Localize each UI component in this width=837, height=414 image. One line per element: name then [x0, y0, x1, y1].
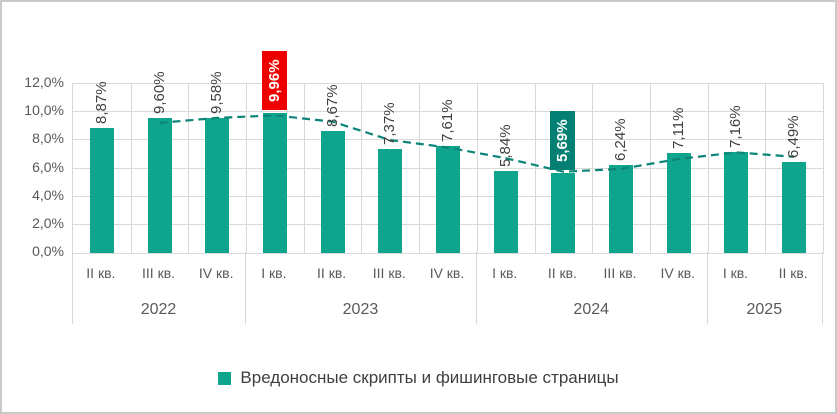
x-axis-year-label: 2023 — [342, 301, 379, 318]
data-label: 7,11% — [669, 107, 687, 149]
x-axis-year-label: 2024 — [573, 301, 610, 318]
x-axis-quarter-label: IV кв. — [660, 265, 696, 281]
x-axis-quarter-label: I кв. — [492, 265, 518, 281]
year-group-separator — [822, 252, 823, 324]
y-axis-tick-label: 12,0% — [24, 74, 64, 90]
bar — [493, 170, 518, 253]
x-axis-quarter-label: II кв. — [778, 265, 808, 281]
data-label: 9,58% — [208, 71, 226, 115]
plot-area: 8,87% 9,60% 9,58% 9,96% 8,67% 7,37% 7,61% 5,84%… — [72, 51, 824, 254]
y-axis-tick-label: 8,0% — [32, 130, 64, 147]
x-axis-quarter-label: III кв. — [603, 265, 637, 281]
gridline-horizontal — [73, 111, 823, 113]
y-axis-tick-label: 10,0% — [24, 102, 64, 119]
gridline-vertical — [361, 84, 363, 253]
year-group-separator — [72, 252, 73, 324]
data-label: 9,96% — [261, 51, 287, 110]
x-axis-quarter-label: III кв. — [372, 265, 406, 281]
y-axis-tick-label: 4,0% — [32, 186, 64, 203]
gridline-vertical — [765, 84, 767, 253]
legend: Вредоносные скрипты и фишинговые страниц… — [2, 368, 835, 388]
bar — [205, 118, 230, 253]
year-group-separator — [475, 252, 477, 324]
x-axis-quarter-label: I кв. — [261, 265, 287, 281]
data-label: 7,61% — [439, 99, 456, 142]
gridline-vertical — [188, 84, 190, 253]
x-axis-quarter-label: II кв. — [86, 265, 116, 281]
bar — [782, 161, 807, 253]
x-axis-quarter-label: IV кв. — [429, 265, 465, 281]
gridline-vertical — [707, 84, 709, 253]
data-label: 7,37% — [381, 102, 399, 146]
gridline-vertical — [246, 84, 248, 253]
x-axis-year-label: 2022 — [140, 301, 177, 318]
gridline-vertical — [592, 84, 594, 253]
gridline-vertical — [130, 84, 132, 253]
bar — [609, 165, 634, 253]
data-label: 7,16% — [727, 105, 745, 149]
x-axis-quarter-label: I кв. — [722, 265, 749, 281]
gridline-vertical — [303, 84, 305, 253]
gridline-vertical — [476, 84, 478, 253]
y-axis-tick-label: 6,0% — [32, 158, 64, 175]
legend-label: Вредоносные скрипты и фишинговые страниц… — [240, 368, 619, 387]
bar — [551, 172, 576, 253]
data-label: 6,49% — [785, 115, 803, 158]
bar — [89, 128, 114, 253]
year-group-separator — [706, 252, 708, 324]
data-label: 9,60% — [150, 71, 168, 114]
gridline-vertical — [419, 84, 421, 253]
year-group-separator — [245, 252, 247, 324]
x-axis-quarter-label: III кв. — [142, 265, 176, 281]
bar — [262, 112, 287, 253]
data-label: 8,67% — [323, 84, 341, 127]
data-label: 5,69% — [550, 111, 576, 170]
x-axis-quarter-label: IV кв. — [198, 265, 234, 281]
x-axis-quarter-label: II кв. — [547, 265, 577, 281]
x-axis-year-label: 2025 — [746, 301, 783, 318]
y-axis-tick-label: 0,0% — [32, 243, 64, 259]
data-label: 5,84% — [496, 124, 514, 167]
gridline-vertical — [534, 84, 536, 253]
bar — [666, 152, 691, 253]
data-label: 8,87% — [92, 81, 110, 125]
gridline-vertical — [649, 84, 651, 253]
bar — [724, 152, 749, 253]
x-axis-quarter-label: II кв. — [317, 265, 347, 281]
bar — [147, 117, 172, 253]
bar — [320, 130, 345, 253]
data-label: 6,24% — [612, 118, 630, 162]
bar — [378, 149, 403, 253]
bar — [436, 145, 460, 253]
y-axis-tick-label: 2,0% — [32, 214, 64, 231]
legend-marker-icon — [218, 371, 232, 385]
